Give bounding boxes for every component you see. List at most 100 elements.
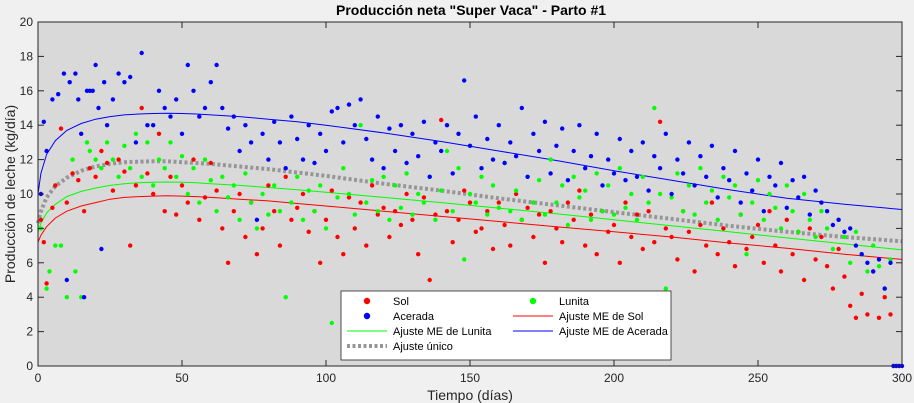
point-sol — [99, 148, 104, 154]
point-sol — [133, 183, 139, 188]
point-acerada — [634, 174, 640, 179]
point-lunita — [456, 166, 461, 171]
point-acerada — [663, 131, 668, 136]
point-lunita — [675, 171, 680, 176]
point-lunita — [329, 320, 334, 326]
point-sol — [231, 209, 236, 214]
point-acerada — [548, 171, 553, 176]
point-lunita — [306, 188, 311, 193]
point-lunita — [669, 195, 674, 200]
point-acerada — [767, 174, 772, 179]
point-lunita — [554, 200, 559, 205]
legend: Sol Lunita Acerada Ajuste ME de Sol Ajuste M… — [340, 290, 672, 361]
point-lunita — [876, 264, 882, 269]
point-sol — [300, 191, 306, 197]
point-acerada — [41, 119, 46, 125]
point-sol — [784, 217, 789, 222]
point-acerada — [583, 166, 588, 171]
point-acerada — [375, 114, 380, 119]
point-acerada — [571, 148, 576, 154]
x-tick-label: 150 — [460, 371, 480, 385]
point-lunita — [490, 183, 496, 188]
point-sol — [594, 252, 599, 257]
point-lunita — [686, 183, 692, 188]
point-sol — [254, 252, 260, 257]
point-acerada — [508, 140, 513, 145]
point-acerada — [81, 295, 87, 300]
y-tick-label: 20 — [20, 15, 34, 29]
point-acerada — [329, 109, 334, 114]
point-sol — [721, 226, 726, 231]
point-sol — [542, 260, 548, 265]
point-sol — [669, 234, 674, 240]
point-acerada — [73, 71, 78, 76]
point-acerada — [554, 143, 559, 148]
point-acerada — [156, 88, 162, 94]
point-acerada — [715, 195, 720, 200]
point-lunita — [761, 217, 766, 222]
point-lunita — [47, 269, 52, 274]
y-tick-label: 0 — [26, 359, 33, 373]
point-lunita — [260, 191, 265, 197]
point-sol — [220, 226, 225, 231]
point-acerada — [485, 136, 490, 142]
point-sol — [640, 246, 645, 252]
point-acerada — [600, 183, 605, 188]
point-acerada — [519, 105, 524, 111]
point-sol — [565, 200, 571, 205]
point-sol — [444, 209, 450, 214]
point-sol — [381, 205, 386, 210]
point-acerada — [277, 140, 283, 145]
point-sol — [168, 174, 173, 179]
point-acerada — [755, 157, 761, 162]
point-acerada — [364, 136, 369, 142]
point-lunita — [318, 183, 323, 188]
point-acerada — [732, 148, 738, 154]
point-lunita — [197, 200, 202, 205]
point-lunita — [508, 209, 513, 214]
point-sol — [462, 188, 467, 193]
point-acerada — [876, 257, 882, 262]
point-acerada — [352, 123, 357, 128]
point-lunita — [237, 217, 242, 222]
point-lunita — [300, 217, 306, 222]
point-lunita — [191, 166, 196, 171]
point-lunita — [93, 157, 98, 162]
point-acerada — [76, 97, 81, 102]
point-sol — [617, 260, 622, 265]
point-sol — [715, 252, 720, 257]
point-lunita — [531, 200, 536, 205]
legend-lunita-label: Lunita — [559, 296, 590, 308]
point-lunita — [364, 200, 369, 205]
point-lunita — [600, 209, 605, 214]
point-sol — [473, 229, 478, 234]
point-sol — [577, 188, 582, 193]
point-acerada — [462, 78, 467, 83]
point-acerada — [392, 148, 398, 154]
point-lunita — [404, 171, 409, 176]
point-sol — [87, 166, 93, 171]
point-lunita — [243, 171, 248, 176]
point-acerada — [444, 123, 450, 128]
fit-line-ajuste-me-de-lunita — [37, 181, 903, 251]
point-lunita — [231, 183, 236, 188]
point-sol — [151, 191, 156, 197]
point-acerada — [272, 119, 277, 125]
point-sol — [427, 277, 432, 283]
point-sol — [277, 243, 283, 248]
point-sol — [174, 212, 179, 217]
point-sol — [145, 171, 150, 176]
point-sol — [761, 260, 766, 265]
point-sol — [272, 209, 277, 214]
point-sol — [450, 240, 455, 245]
point-sol — [53, 183, 58, 188]
point-acerada — [151, 123, 156, 128]
legend-sol-marker — [363, 297, 371, 305]
point-acerada — [202, 105, 208, 111]
point-acerada — [542, 119, 548, 125]
point-lunita — [312, 209, 317, 214]
point-lunita — [73, 269, 78, 274]
point-lunita — [99, 166, 104, 171]
point-acerada — [813, 188, 818, 193]
